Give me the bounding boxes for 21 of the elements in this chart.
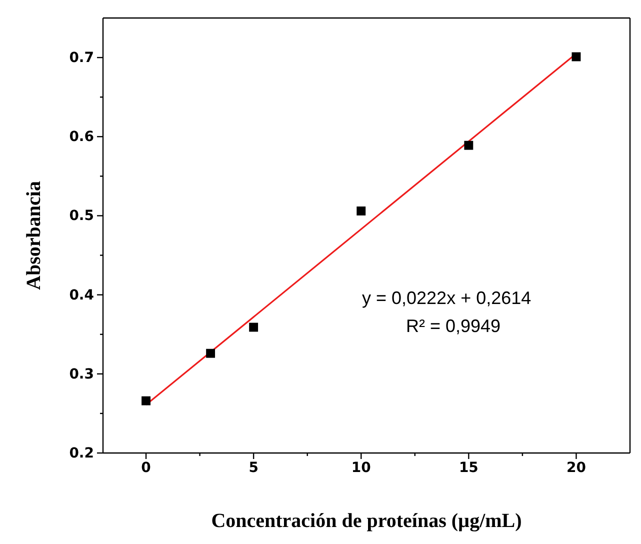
annotation: y = 0,0222x + 0,2614 — [362, 288, 532, 308]
y-tick-label: 0.5 — [69, 208, 94, 224]
point — [464, 140, 474, 150]
x-axis-title: Concentración de proteínas (µg/mL) — [211, 510, 522, 532]
point — [572, 52, 581, 62]
x-tick-label: 15 — [458, 460, 478, 476]
x-tick-label: 5 — [248, 460, 258, 476]
point — [249, 322, 258, 332]
x-tick-label: 10 — [351, 460, 372, 476]
y-tick-label: 0.7 — [69, 50, 94, 66]
x-tick-label: 20 — [566, 460, 586, 476]
y-tick-label: 0.6 — [69, 129, 94, 146]
annotation: R² = 0,9949 — [406, 316, 501, 336]
point — [142, 396, 150, 406]
y-tick-label: 0.2 — [69, 445, 94, 462]
x-tick-label: 0 — [141, 460, 152, 476]
y-tick-label: 0.3 — [69, 366, 94, 382]
point — [356, 206, 366, 216]
y-axis-title: Absorbancia — [23, 181, 45, 290]
point — [206, 348, 216, 358]
y-tick-label: 0.4 — [69, 287, 94, 304]
